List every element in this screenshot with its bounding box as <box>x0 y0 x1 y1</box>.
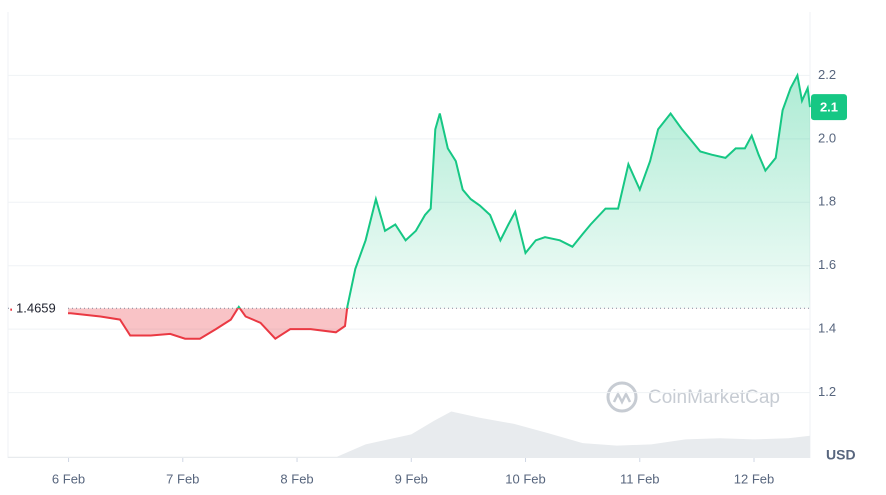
current-price-badge <box>811 94 847 121</box>
current-price-label: 2.1 <box>820 100 838 115</box>
x-tick-label: 10 Feb <box>505 471 545 486</box>
area-down <box>10 308 348 339</box>
y-tick-label: 2.0 <box>818 130 836 145</box>
x-tick-label: 11 Feb <box>620 471 660 486</box>
y-tick-label: 1.4 <box>818 321 836 336</box>
y-tick-label: 1.2 <box>818 384 836 399</box>
price-line-up <box>236 72 811 309</box>
y-axis-label: USD <box>826 447 856 463</box>
baseline-label: 1.4659 <box>16 301 56 316</box>
x-tick-label: 7 Feb <box>166 471 199 486</box>
y-tick-label: 1.8 <box>818 194 836 209</box>
x-tick-label: 8 Feb <box>280 471 313 486</box>
watermark-text: CoinMarketCap <box>648 387 780 408</box>
price-line-down <box>10 308 349 340</box>
x-tick-label: 6 Feb <box>52 471 85 486</box>
baseline-label-bg <box>12 299 68 318</box>
y-tick-label: 1.6 <box>818 257 836 272</box>
x-tick-label: 9 Feb <box>395 471 428 486</box>
y-tick-label: 2.2 <box>818 67 836 82</box>
x-tick-label: 12 Feb <box>734 471 774 486</box>
watermark: CoinMarketCap <box>606 381 780 413</box>
volume-area <box>8 411 810 458</box>
area-up <box>10 75 810 309</box>
